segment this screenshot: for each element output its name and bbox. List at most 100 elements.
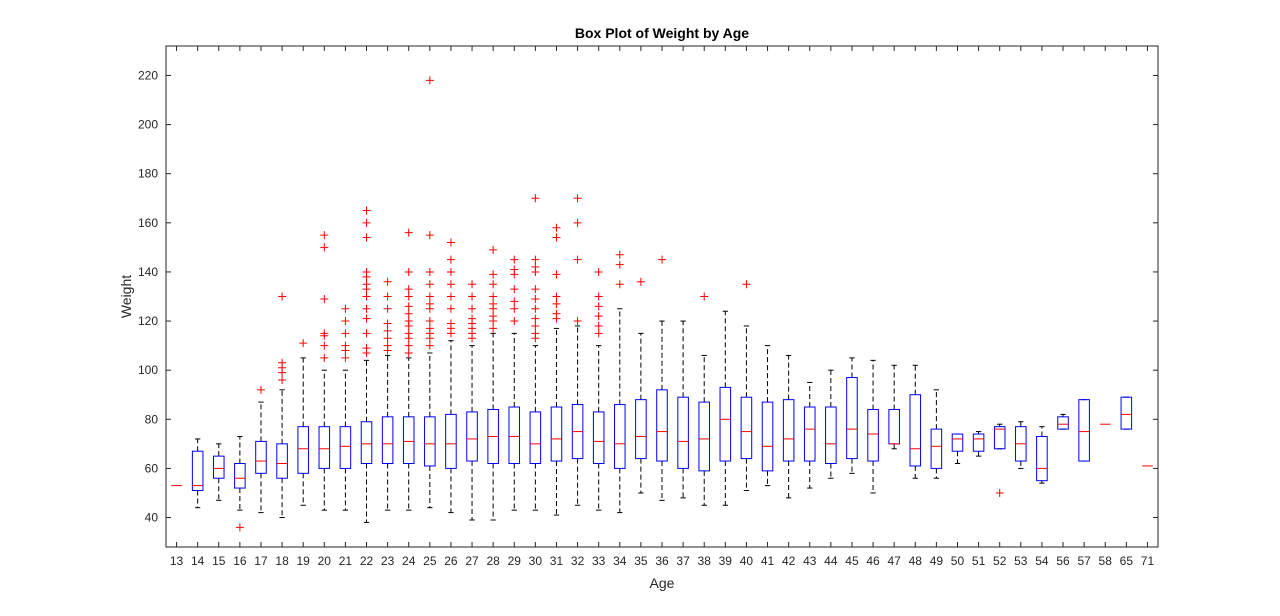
outlier-marker — [362, 218, 371, 227]
outlier-marker — [425, 76, 434, 85]
x-tick-label: 58 — [1099, 554, 1113, 568]
box-iqr — [635, 399, 647, 460]
box-group — [466, 280, 478, 521]
box-group — [1036, 426, 1048, 484]
x-tick-label: 36 — [655, 554, 669, 568]
outlier-marker — [320, 341, 329, 350]
box-iqr — [445, 413, 457, 469]
box-iqr — [782, 399, 795, 462]
box-iqr — [339, 426, 352, 469]
outlier-marker — [531, 321, 540, 330]
box-iqr — [255, 440, 267, 474]
y-axis-title: Weight — [118, 275, 134, 318]
plot-area: 40 60 80 100 120 140 160 180 200 220 13 14 15 16 17 18 1… — [138, 45, 1159, 568]
y-tick-label: 140 — [138, 265, 158, 279]
outlier-marker — [510, 285, 519, 294]
outlier-marker — [531, 263, 540, 272]
box-iqr — [803, 406, 816, 462]
outlier-marker — [341, 304, 350, 313]
outlier-marker — [446, 304, 455, 313]
box-group — [782, 354, 795, 499]
box-iqr — [297, 426, 309, 474]
box-group — [191, 438, 204, 509]
outlier-marker — [573, 317, 582, 326]
x-tick-label: 25 — [423, 554, 437, 568]
box-iqr — [1078, 399, 1090, 462]
outlier-marker — [362, 292, 371, 301]
x-tick-label: 49 — [930, 554, 944, 568]
outlier-marker — [615, 250, 624, 259]
outlier-marker — [362, 314, 371, 323]
outlier-marker — [362, 280, 371, 289]
outlier-marker — [531, 329, 540, 338]
outlier-marker — [404, 267, 413, 276]
outlier-marker — [299, 339, 308, 348]
outlier-marker — [320, 231, 329, 240]
y-tick-label: 120 — [138, 314, 158, 328]
x-tick-label: 15 — [212, 554, 226, 568]
box-iqr — [466, 411, 478, 462]
outlier-marker — [446, 255, 455, 264]
outlier-marker — [404, 302, 413, 311]
box-group — [487, 245, 499, 521]
box-group — [698, 292, 710, 506]
y-tick-label: 80 — [145, 412, 159, 426]
box-iqr — [698, 401, 710, 472]
box-group — [825, 369, 837, 479]
outlier-marker — [341, 317, 350, 326]
outlier-marker — [510, 304, 519, 313]
outlier-marker — [278, 376, 287, 384]
x-tick-label: 31 — [550, 554, 564, 568]
outlier-marker — [383, 319, 392, 328]
x-tick-label: 34 — [613, 554, 627, 568]
box-group — [867, 359, 879, 494]
outlier-marker — [425, 267, 434, 276]
box-iqr — [1120, 396, 1133, 430]
outlier-marker — [468, 280, 477, 289]
x-tick-label: 24 — [402, 554, 416, 568]
box-iqr — [1036, 435, 1048, 482]
outlier-marker — [383, 277, 392, 286]
box-group — [951, 433, 964, 464]
y-tick-label: 100 — [138, 363, 158, 377]
y-tick-label: 160 — [138, 216, 158, 230]
outlier-marker — [404, 228, 413, 237]
outlier-marker — [531, 304, 540, 313]
outlier-marker — [531, 194, 540, 203]
outlier-marker — [489, 324, 498, 333]
outlier-marker — [489, 245, 498, 254]
box-group — [740, 280, 753, 492]
box-iqr — [318, 426, 331, 469]
box-iqr — [234, 463, 246, 489]
outlier-marker — [320, 353, 329, 362]
box-group — [234, 435, 246, 532]
outlier-marker — [446, 267, 455, 276]
outlier-marker — [446, 292, 455, 301]
outlier-marker — [320, 243, 329, 252]
box-group — [360, 206, 373, 523]
box-group — [656, 255, 668, 501]
outlier-marker — [278, 292, 287, 301]
outlier-marker — [468, 314, 477, 323]
x-tick-label: 53 — [1014, 554, 1028, 568]
outlier-marker — [468, 292, 477, 301]
outlier-marker — [552, 299, 561, 308]
box-group — [888, 364, 900, 450]
outlier-marker — [425, 324, 434, 333]
outlier-marker — [362, 206, 371, 215]
box-iqr — [592, 411, 605, 465]
outlier-marker — [362, 344, 371, 353]
outlier-marker — [552, 223, 561, 232]
x-tick-label: 27 — [465, 554, 479, 568]
box-iqr — [719, 386, 732, 462]
outlier-marker — [404, 285, 413, 294]
outlier-marker — [404, 329, 413, 338]
box-iqr — [656, 389, 668, 462]
box-group — [424, 76, 436, 509]
outlier-marker — [700, 292, 709, 301]
outlier-marker — [489, 280, 498, 289]
outlier-marker — [362, 329, 371, 338]
box-iqr — [529, 411, 542, 465]
outlier-marker — [510, 297, 519, 306]
box-iqr — [212, 455, 225, 479]
